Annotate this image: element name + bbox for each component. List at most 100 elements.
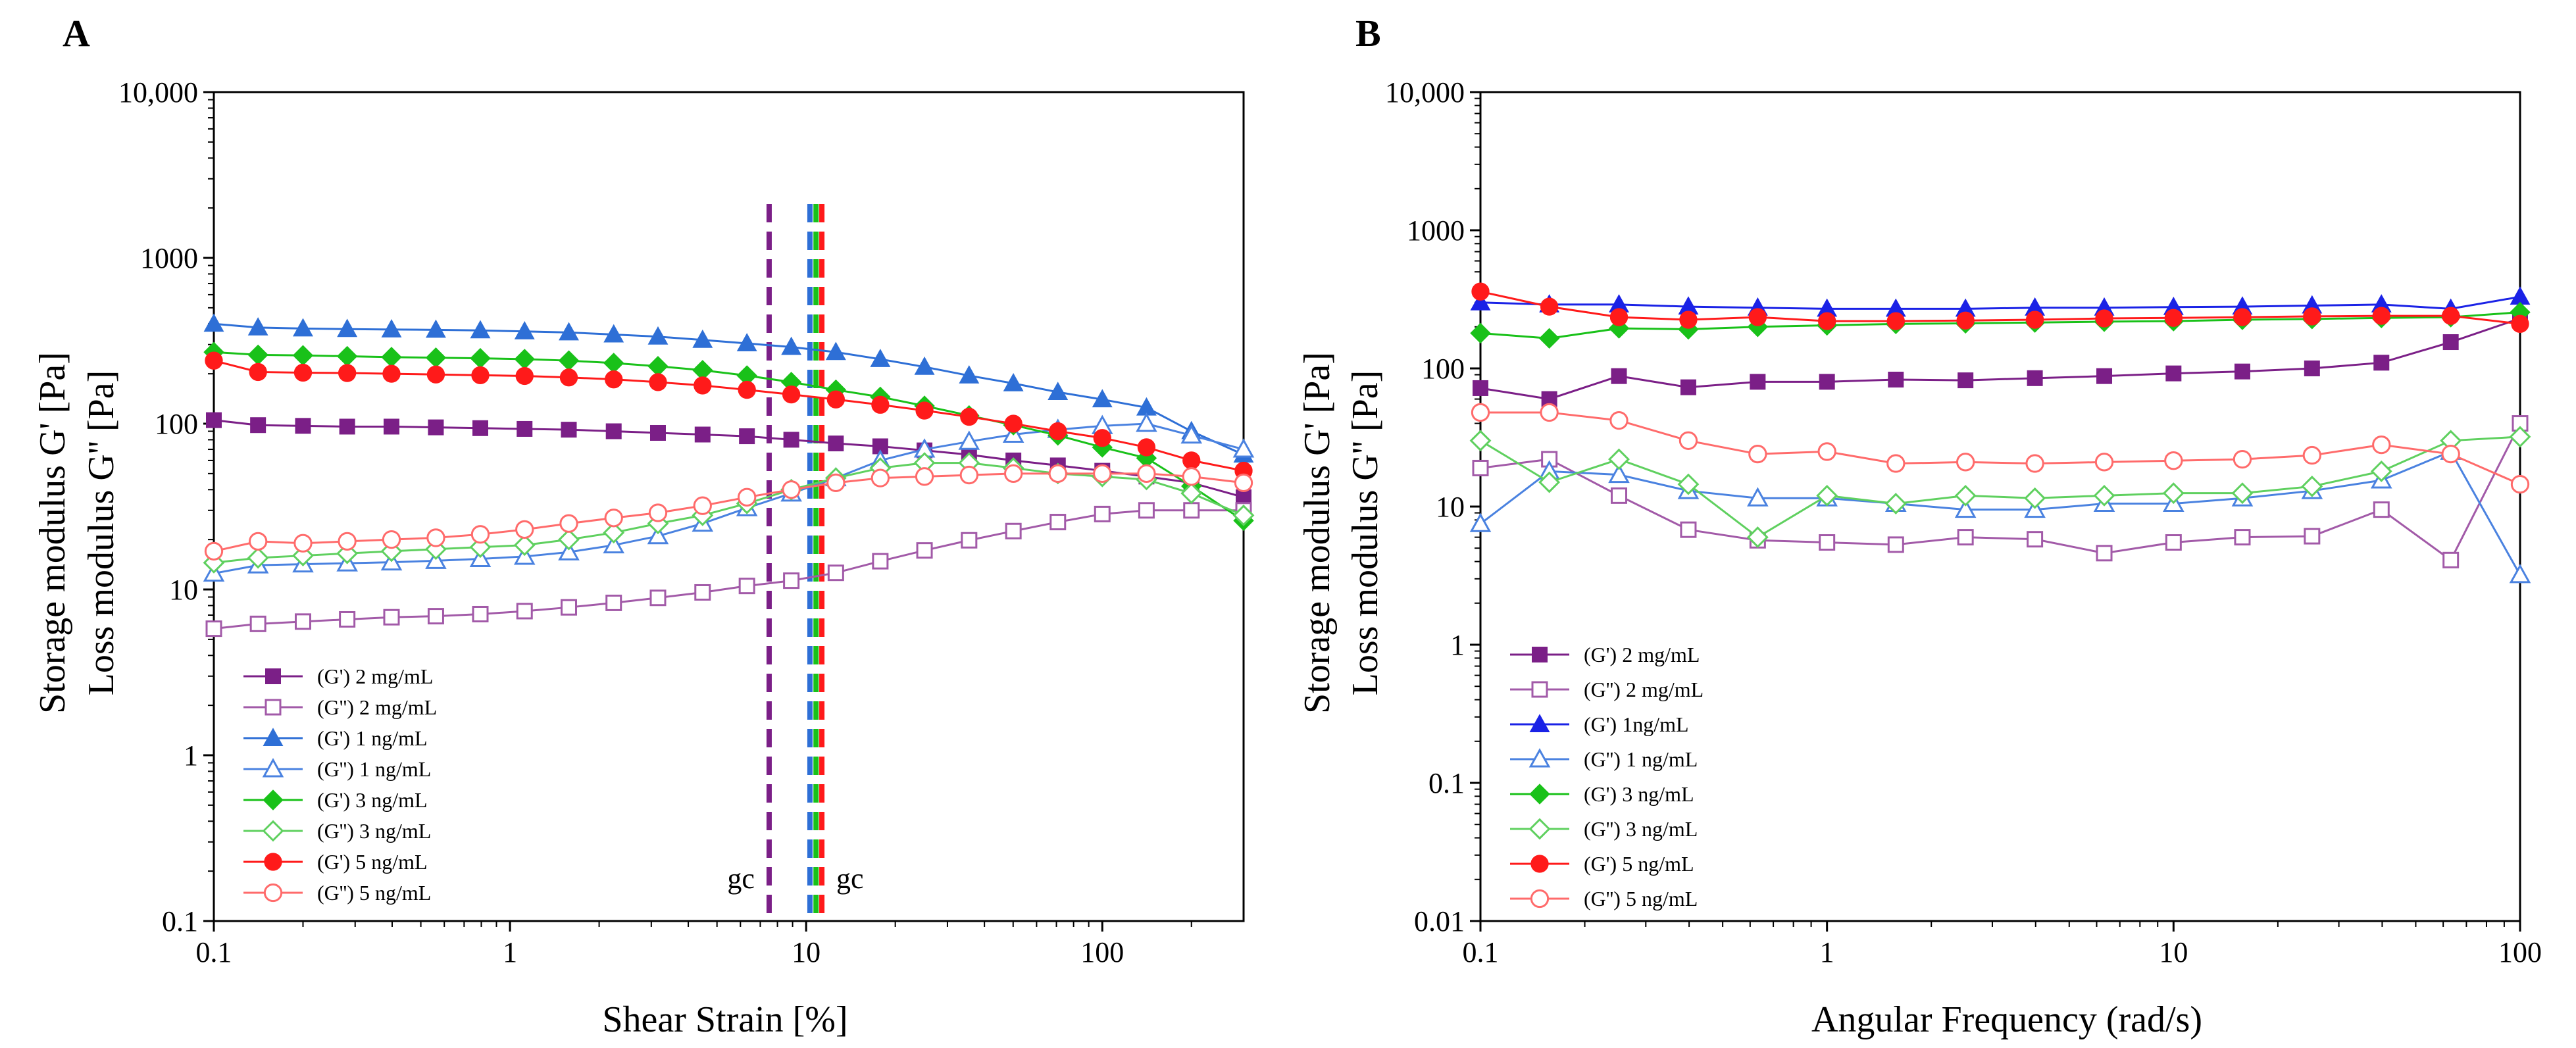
panel-a-data-point: [383, 418, 399, 435]
panel-b-series-0: [1473, 311, 2528, 407]
panel-b-data-point: [1884, 493, 1907, 514]
panel-a-data-point: [336, 345, 358, 367]
panel-a-data-point: [915, 467, 934, 486]
panel-a-legend-label: (G') 3 ng/mL: [317, 788, 428, 812]
panel-b-data-point: [2509, 564, 2531, 584]
panel-a-data-point: [1092, 389, 1113, 408]
panel-a-data-point: [247, 317, 268, 336]
panel-a-data-point: [426, 365, 445, 384]
panel-b-data-point: [1747, 487, 1769, 507]
panel-a-plot-area: 0.1 1 10 100 0.1 1 10 100 1000 10,000 gc gc (G') 2 m…: [118, 76, 1255, 968]
panel-a-series-line: [213, 462, 1244, 564]
panel-a-legend-marker: [265, 668, 281, 684]
panel-b-x-tick-label: 1: [1820, 936, 1834, 968]
panel-a-data-point: [826, 390, 845, 409]
panel-b-data-point: [2303, 307, 2321, 326]
panel-b-data-point: [1819, 534, 1836, 551]
panel-b-series-2: [1470, 286, 2531, 317]
panel-b-data-point: [2095, 309, 2113, 328]
panel-a-data-point: [915, 401, 934, 420]
panel-a: A Storage modulus G' [Pa] Loss modulus G…: [32, 12, 1255, 1040]
panel-a-data-point: [1137, 438, 1156, 457]
panel-a-series-line: [213, 472, 1244, 553]
panel-a-data-point: [338, 532, 357, 551]
panel-a-data-point: [872, 553, 889, 570]
panel-b-data-point: [2094, 453, 2114, 472]
panel-a-data-point: [603, 534, 625, 554]
panel-b-data-point: [2024, 487, 2046, 509]
panel-b-series-line: [1480, 411, 2521, 486]
panel-b-data-point: [1472, 459, 1489, 476]
panel-a-data-point: [782, 480, 801, 499]
panel-b-x-title: Angular Frequency (rad/s): [1811, 999, 2202, 1040]
panel-b-data-point: [1473, 380, 1488, 396]
panel-a-data-point: [469, 536, 492, 559]
panel-b-data-point: [2234, 529, 2251, 546]
panel-a-data-point: [292, 345, 314, 366]
panel-b-data-point: [1469, 430, 1492, 452]
panel-a-data-point: [293, 534, 313, 553]
panel-a-series-2: [203, 313, 1254, 463]
panel-a-data-point: [1183, 502, 1200, 519]
panel-a-data-point: [736, 333, 757, 351]
panel-b-data-point: [2509, 426, 2531, 448]
panel-a-data-point: [603, 522, 625, 544]
panel-a-data-point: [203, 313, 224, 332]
panel-a-data-point: [559, 514, 578, 533]
panel-a-data-point: [783, 572, 800, 589]
panel-a-data-point: [648, 503, 668, 522]
panel-b-data-point: [1609, 411, 1629, 430]
panel-a-series-line: [213, 422, 1244, 575]
panel-a-data-point: [960, 407, 978, 426]
panel-a-series-line: [213, 509, 1244, 630]
panel-a-y-tick-label: 10,000: [118, 76, 198, 109]
panel-a-data-point: [205, 351, 223, 370]
panel-b-series-line: [1480, 295, 2521, 310]
panel-a-legend-label: (G'') 5 ng/mL: [317, 881, 431, 905]
panel-a-data-point: [1138, 502, 1155, 519]
panel-b-data-point: [2164, 309, 2183, 327]
panel-b-data-point: [2510, 474, 2530, 494]
panel-a-data-point: [782, 385, 801, 404]
panel-b-data-point: [2301, 475, 2323, 497]
panel-b-data-point: [2442, 551, 2460, 568]
panel-b-label: B: [1355, 12, 1381, 55]
panel-a-legend-marker: [262, 758, 284, 778]
panel-b-data-point: [2164, 451, 2183, 470]
panel-b-series-4: [1470, 301, 2531, 349]
panel-a-y-tick-label: 10: [169, 574, 198, 606]
panel-b-data-point: [2442, 334, 2459, 351]
panel-b-series-line: [1480, 290, 2521, 325]
panel-b-data-point: [1750, 374, 1766, 390]
panel-b-data-point: [2096, 368, 2113, 384]
panel-b-data-point: [2373, 355, 2390, 371]
panel-b-data-point: [1679, 431, 1698, 450]
panel-a-data-point: [1048, 464, 1067, 484]
panel-b-data-point: [1471, 403, 1490, 422]
panel-b-legend-label: (G'') 1 ng/mL: [1584, 747, 1698, 771]
panel-a-data-point: [961, 532, 978, 549]
panel-a-data-point: [1234, 473, 1253, 492]
panel-a-data-point: [827, 564, 844, 582]
panel-a-data-point: [959, 365, 980, 384]
panel-a-data-point: [558, 528, 580, 551]
panel-a-data-point: [383, 609, 400, 626]
panel-b-data-point: [1886, 454, 1906, 473]
panel-a-data-point: [1094, 505, 1111, 522]
panel-b-series-1: [1472, 415, 2529, 568]
panel-b-y-title-line1: Storage modulus G' [Pa]: [1297, 352, 1338, 714]
panel-a-data-point: [206, 412, 222, 428]
panel-b-series-6: [1471, 282, 2529, 333]
panel-a-data-point: [605, 423, 622, 439]
panel-b-legend-label: (G') 1ng/mL: [1584, 712, 1689, 736]
panel-b-legend-marker: [1532, 647, 1548, 662]
panel-a-data-point: [1093, 429, 1111, 447]
panel-a-data-point: [738, 380, 756, 399]
panel-b-y-tick-label: 0.01: [1414, 905, 1465, 937]
panel-b-data-point: [1957, 529, 1974, 546]
panel-a-data-point: [870, 349, 891, 367]
panel-a-data-point: [381, 319, 402, 337]
panel-a-series-line: [213, 359, 1244, 472]
panel-a-data-point: [517, 420, 533, 437]
